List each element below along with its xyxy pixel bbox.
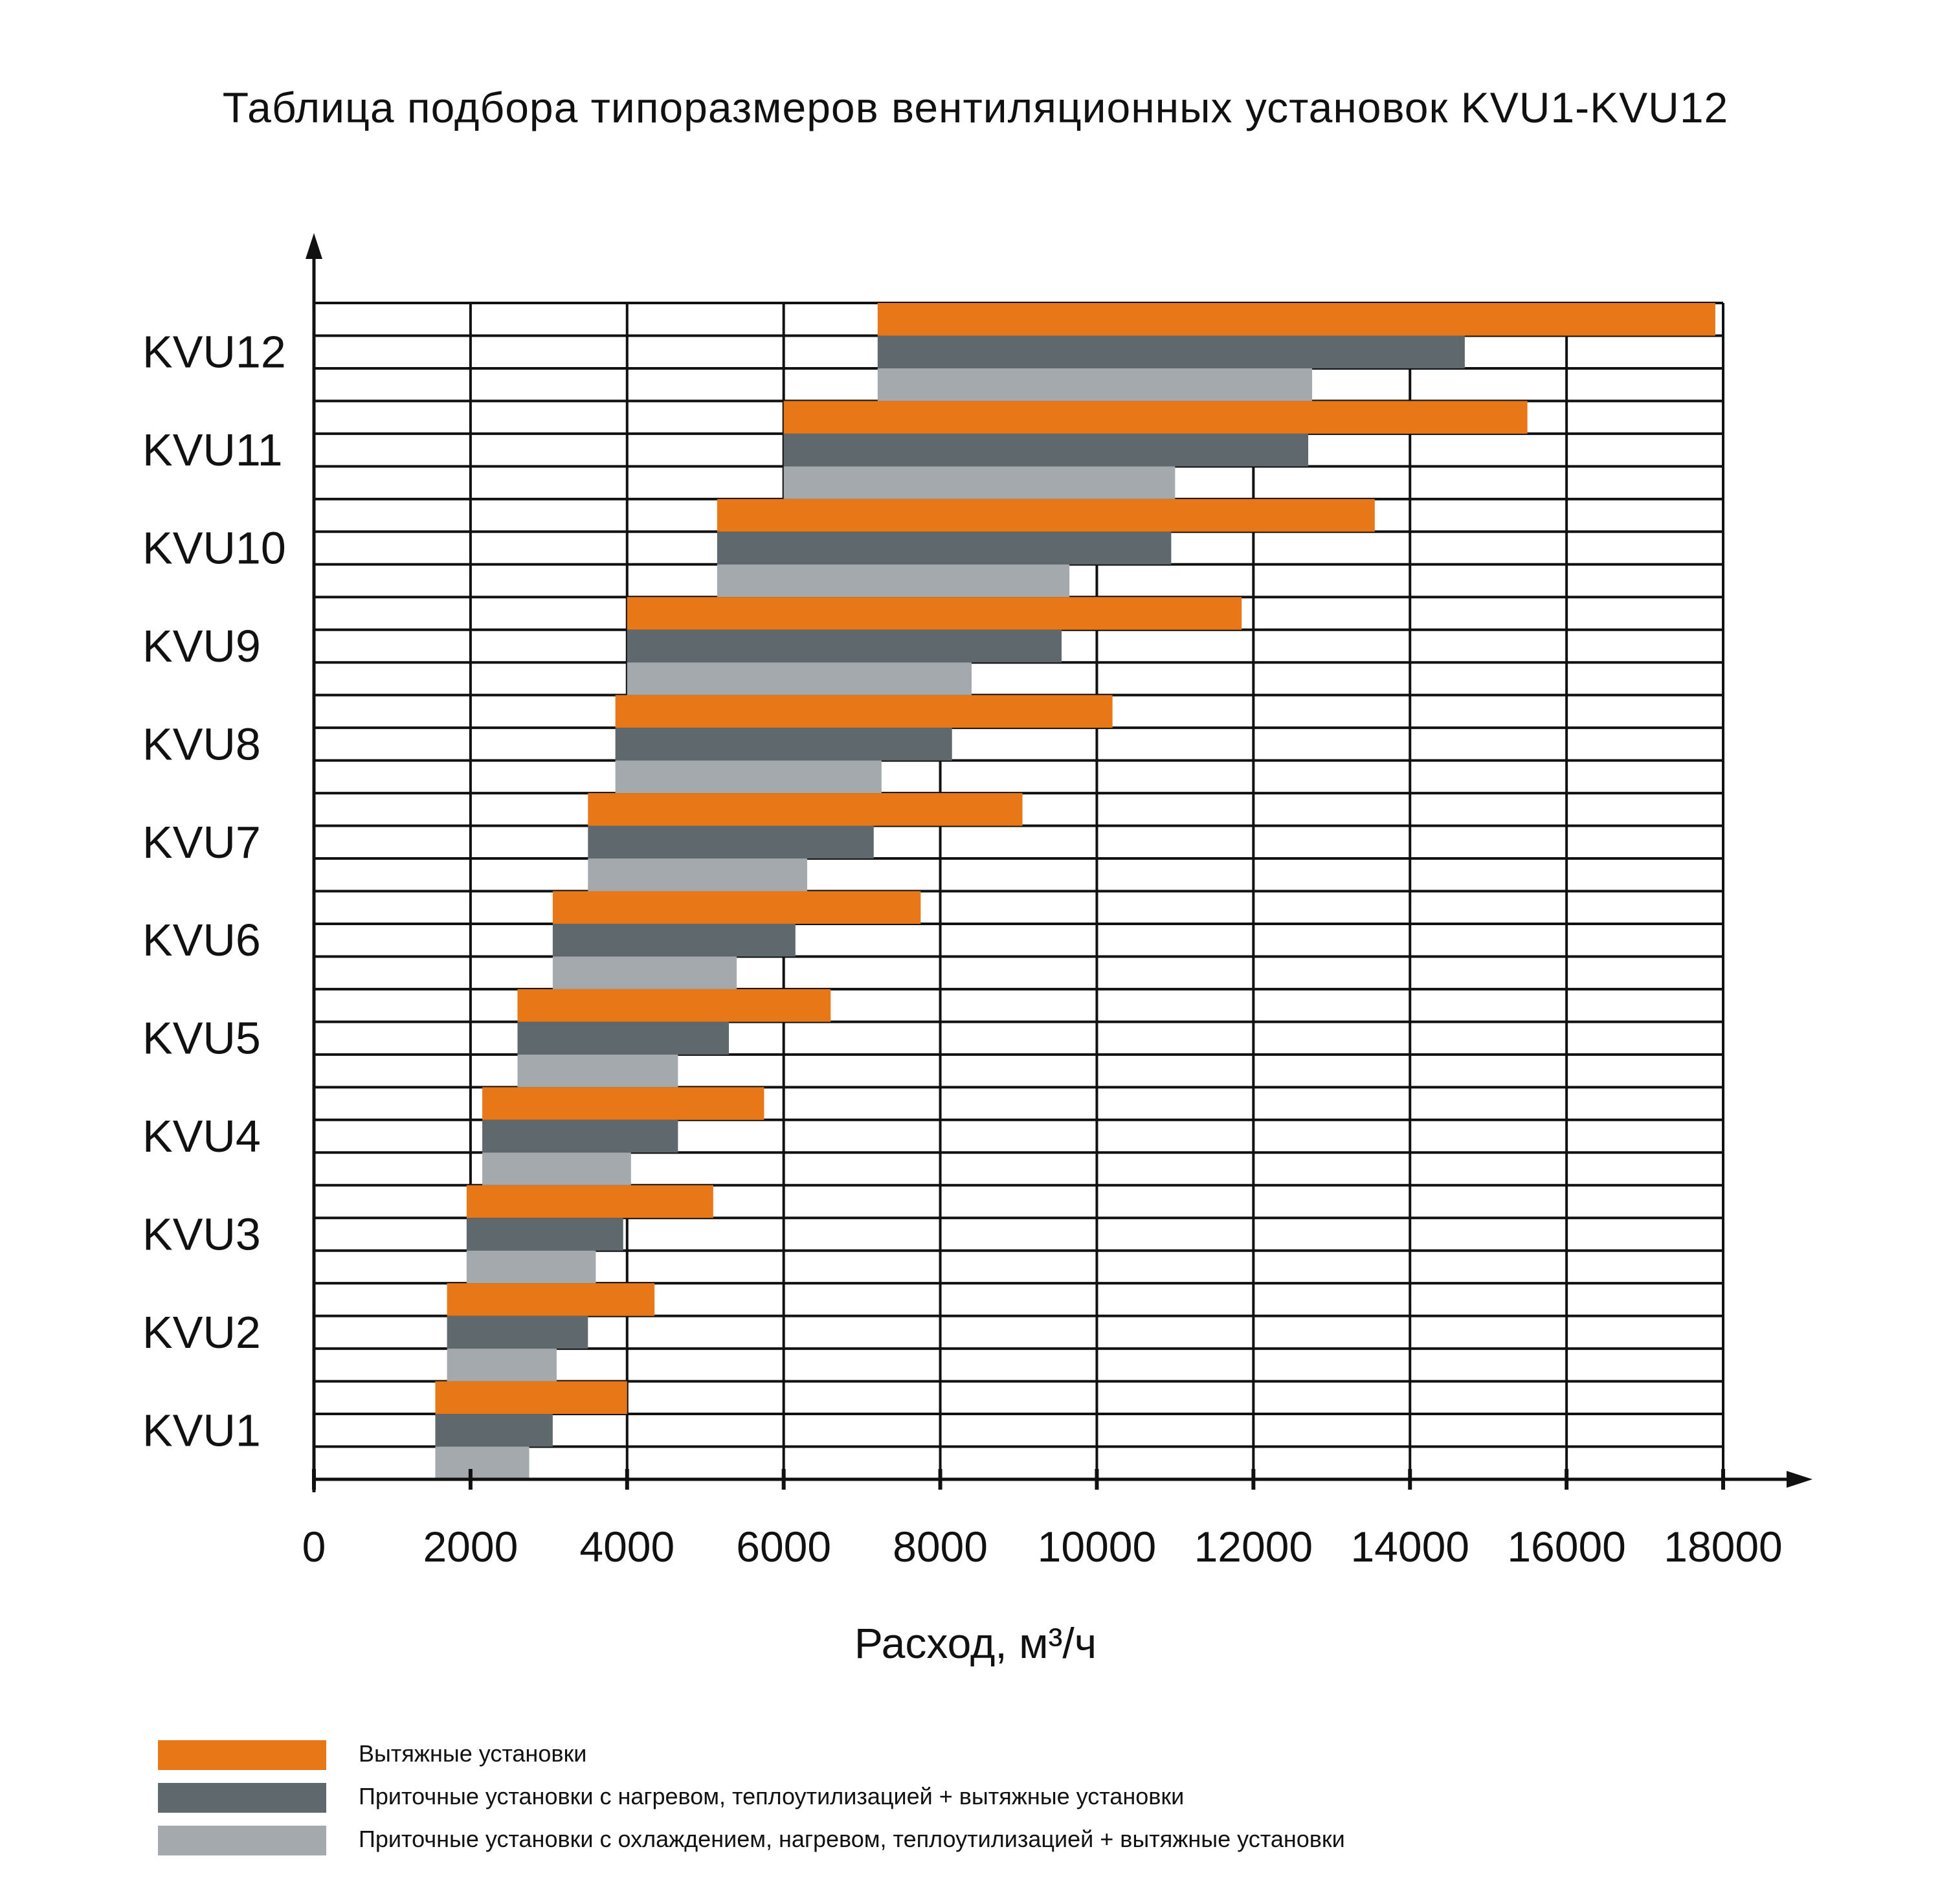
bar [783,401,1528,434]
bar [627,597,1242,630]
bar [435,1414,553,1447]
bar [466,1250,596,1284]
bar [482,1119,678,1153]
legend-swatch [158,1783,326,1813]
bar [877,335,1465,368]
bar [517,989,831,1022]
bar [588,793,1023,826]
bar [717,564,1070,598]
bar [717,498,1375,532]
legend-swatch [158,1826,326,1855]
x-tick-label: 0 [302,1523,326,1571]
bar [447,1349,557,1382]
bar [627,662,972,695]
x-axis-arrow-icon [1787,1471,1812,1488]
x-tick-label: 8000 [893,1523,988,1571]
x-tick-label: 4000 [579,1523,674,1571]
legend-label: Приточные установки с охлаждением, нагре… [359,1826,1345,1852]
bar [552,956,737,989]
bar [517,1022,730,1055]
category-label: KVU2 [142,1307,261,1358]
bar [717,532,1172,565]
legend-label: Приточные установки с нагревом, теплоути… [359,1783,1185,1809]
category-label: KVU3 [142,1209,261,1259]
category-label: KVU1 [142,1405,261,1455]
category-label: KVU12 [142,327,286,377]
category-label: KVU5 [142,1013,261,1064]
category-label: KVU4 [142,1111,261,1161]
legend-label: Вытяжные установки [359,1740,587,1767]
x-tick-label: 6000 [736,1523,831,1571]
bar [447,1283,655,1316]
x-tick-label: 14000 [1350,1523,1469,1571]
bar [552,891,921,924]
bar [615,695,1113,728]
bar [588,858,807,891]
bar [482,1152,631,1185]
bar [877,368,1313,401]
bar [615,728,952,761]
bar [435,1381,627,1415]
bar [447,1316,588,1349]
bar [517,1054,678,1088]
bar [783,433,1308,467]
category-label: KVU7 [142,817,261,868]
category-labels: KVU12 KVU11 KVU10 KVU9 KVU8 KVU7 KVU6 KVU5 KVU4 K… [142,327,286,1456]
category-label: KVU6 [142,915,261,965]
category-label: KVU11 [142,425,283,475]
axes [306,233,1812,1492]
bars [435,303,1715,1479]
bar [435,1446,530,1479]
y-axis-arrow-icon [306,233,322,259]
bar [877,303,1715,336]
bar [783,466,1176,499]
category-label: KVU10 [142,523,286,574]
x-tick-label: 18000 [1664,1523,1783,1571]
legend-swatch [158,1740,326,1770]
bar [466,1185,713,1218]
category-label: KVU9 [142,621,261,671]
bar [615,760,882,794]
bar [466,1218,623,1251]
bar [588,825,874,859]
bar [627,629,1062,663]
bar [482,1087,764,1120]
chart-title: Таблица подбора типоразмеров вентиляцион… [222,84,1729,131]
x-tick-label: 2000 [423,1523,518,1571]
x-tick-label: 16000 [1507,1523,1626,1571]
category-label: KVU8 [142,719,261,769]
tick-labels: 0 2000 4000 6000 8000 10000 12000 14000 16000 180… [302,1523,1783,1571]
bar [552,923,796,957]
x-tick-label: 10000 [1038,1523,1157,1571]
x-tick-label: 12000 [1194,1523,1313,1571]
x-axis-label: Расход, м³/ч [854,1619,1097,1667]
